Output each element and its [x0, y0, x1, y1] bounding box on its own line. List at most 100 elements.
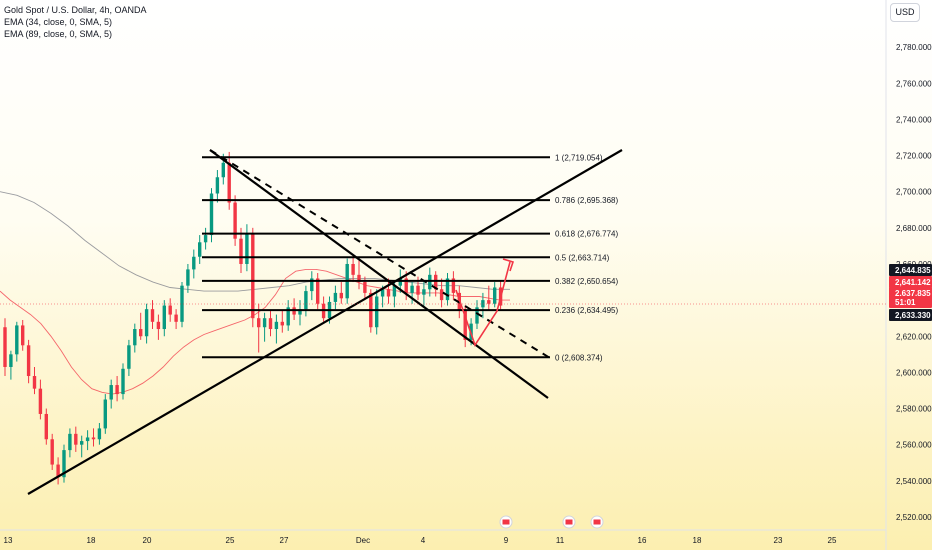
- y-tick-label: 2,720.000: [896, 152, 932, 161]
- legend-ema34[interactable]: EMA (34, close, 0, SMA, 5): [4, 17, 113, 27]
- currency-button[interactable]: USD: [890, 3, 920, 22]
- price-tag-bg: [889, 276, 932, 288]
- x-tick-label: 25: [226, 536, 235, 545]
- ascending-trend-line: [27, 149, 623, 495]
- candle-body: [50, 439, 54, 465]
- candle-body: [221, 162, 225, 178]
- x-tick-label: 13: [4, 536, 13, 545]
- legend-ema89[interactable]: EMA (89, close, 0, SMA, 5): [4, 29, 113, 39]
- candle-body: [139, 329, 143, 337]
- candle-body: [262, 318, 267, 328]
- candle-body: [26, 345, 31, 377]
- candle-body: [310, 278, 314, 292]
- candle-body: [280, 321, 284, 326]
- flag-event-icon: [562, 515, 576, 529]
- candle-body: [186, 269, 190, 286]
- ema34-line: [0, 268, 510, 395]
- candle-body: [316, 278, 320, 304]
- flag-event-icon: [590, 515, 604, 529]
- candle-body: [62, 450, 66, 478]
- candle-body: [386, 289, 391, 297]
- candle-body: [251, 233, 255, 319]
- candle-body: [351, 263, 355, 275]
- candle-body: [339, 292, 343, 299]
- legend-symbol[interactable]: Gold Spot / U.S. Dollar, 4h, OANDA: [4, 5, 147, 15]
- y-tick-label: 2,680.000: [896, 224, 932, 233]
- candle-body: [127, 345, 131, 369]
- candle-body: [144, 309, 149, 337]
- candle-body: [375, 296, 379, 328]
- candle-body: [245, 233, 249, 264]
- candle-body: [192, 256, 196, 270]
- event-marker-glyph: [565, 519, 573, 525]
- candle-body: [133, 329, 137, 346]
- y-tick-label: 2,580.000: [896, 405, 932, 414]
- candle-body: [333, 292, 338, 302]
- y-tick-label: 2,740.000: [896, 115, 932, 124]
- candle-body: [91, 437, 96, 440]
- price-tag-label: 2,633.330: [895, 311, 931, 320]
- fib-level-label: 0.236 (2,634.495): [555, 306, 618, 315]
- candle-body: [215, 177, 220, 194]
- candle-body: [168, 305, 172, 315]
- price-tag-label: 2,641.142: [895, 278, 931, 287]
- candle-body: [85, 437, 90, 442]
- price-tag-bg: [889, 309, 932, 321]
- candle-body: [174, 314, 178, 322]
- candle-body: [357, 274, 361, 283]
- candle-body: [304, 291, 308, 310]
- candle-body: [121, 368, 125, 395]
- candle-body: [15, 325, 19, 355]
- y-tick-label: 2,560.000: [896, 441, 932, 450]
- candle-body: [392, 285, 397, 297]
- candle-body: [439, 289, 444, 301]
- candle-body: [422, 289, 426, 295]
- fib-level-label: 0.5 (2,663.714): [555, 253, 610, 262]
- fib-level-label: 1 (2,719.054): [555, 153, 603, 162]
- y-tick-label: 2,780.000: [896, 43, 932, 52]
- candle-body: [428, 274, 432, 290]
- candle-body: [162, 305, 166, 330]
- candle-body: [44, 413, 48, 440]
- candle-body: [180, 285, 184, 322]
- candle-body: [493, 287, 497, 304]
- candle-body: [156, 321, 161, 330]
- candle-body: [38, 388, 43, 414]
- price-tag-bg: [889, 264, 932, 276]
- candle-body: [445, 278, 450, 301]
- x-tick-label: 25: [828, 536, 837, 545]
- price-tag-label: 2,644.835: [895, 266, 931, 275]
- candle-body: [463, 310, 467, 340]
- dashed-trend-line: [209, 149, 551, 359]
- candle-body: [410, 285, 414, 293]
- fib-level-label: 0.786 (2,695.368): [555, 196, 618, 205]
- x-tick-label: 16: [638, 536, 647, 545]
- x-tick-label: 20: [143, 536, 152, 545]
- x-tick-label: 9: [504, 536, 509, 545]
- x-tick-label: 23: [774, 536, 783, 545]
- event-marker-glyph: [502, 519, 510, 525]
- x-tick-label: 11: [556, 536, 565, 545]
- y-tick-label: 2,620.000: [896, 332, 932, 341]
- candle-body: [80, 441, 84, 445]
- candle-body: [115, 385, 119, 395]
- candle-body: [203, 235, 208, 243]
- candle-body: [257, 318, 261, 328]
- candle-body: [434, 274, 438, 290]
- candle-body: [274, 321, 279, 330]
- x-tick-label: 27: [280, 536, 289, 545]
- price-tag-label: 51:01: [895, 298, 916, 307]
- candle-body: [198, 242, 202, 257]
- candle-body: [227, 162, 231, 203]
- candle-body: [97, 428, 102, 440]
- lightning-event-icon: [499, 515, 513, 529]
- price-tag-bg: [889, 296, 932, 308]
- fib-level-label: 0 (2,608.374): [555, 353, 603, 362]
- candle-body: [32, 376, 37, 389]
- candle-body: [233, 202, 237, 239]
- fib-level-label: 0.382 (2,650.654): [555, 277, 618, 286]
- candle-body: [481, 300, 485, 308]
- candle-body: [487, 300, 491, 304]
- candle-body: [56, 464, 60, 478]
